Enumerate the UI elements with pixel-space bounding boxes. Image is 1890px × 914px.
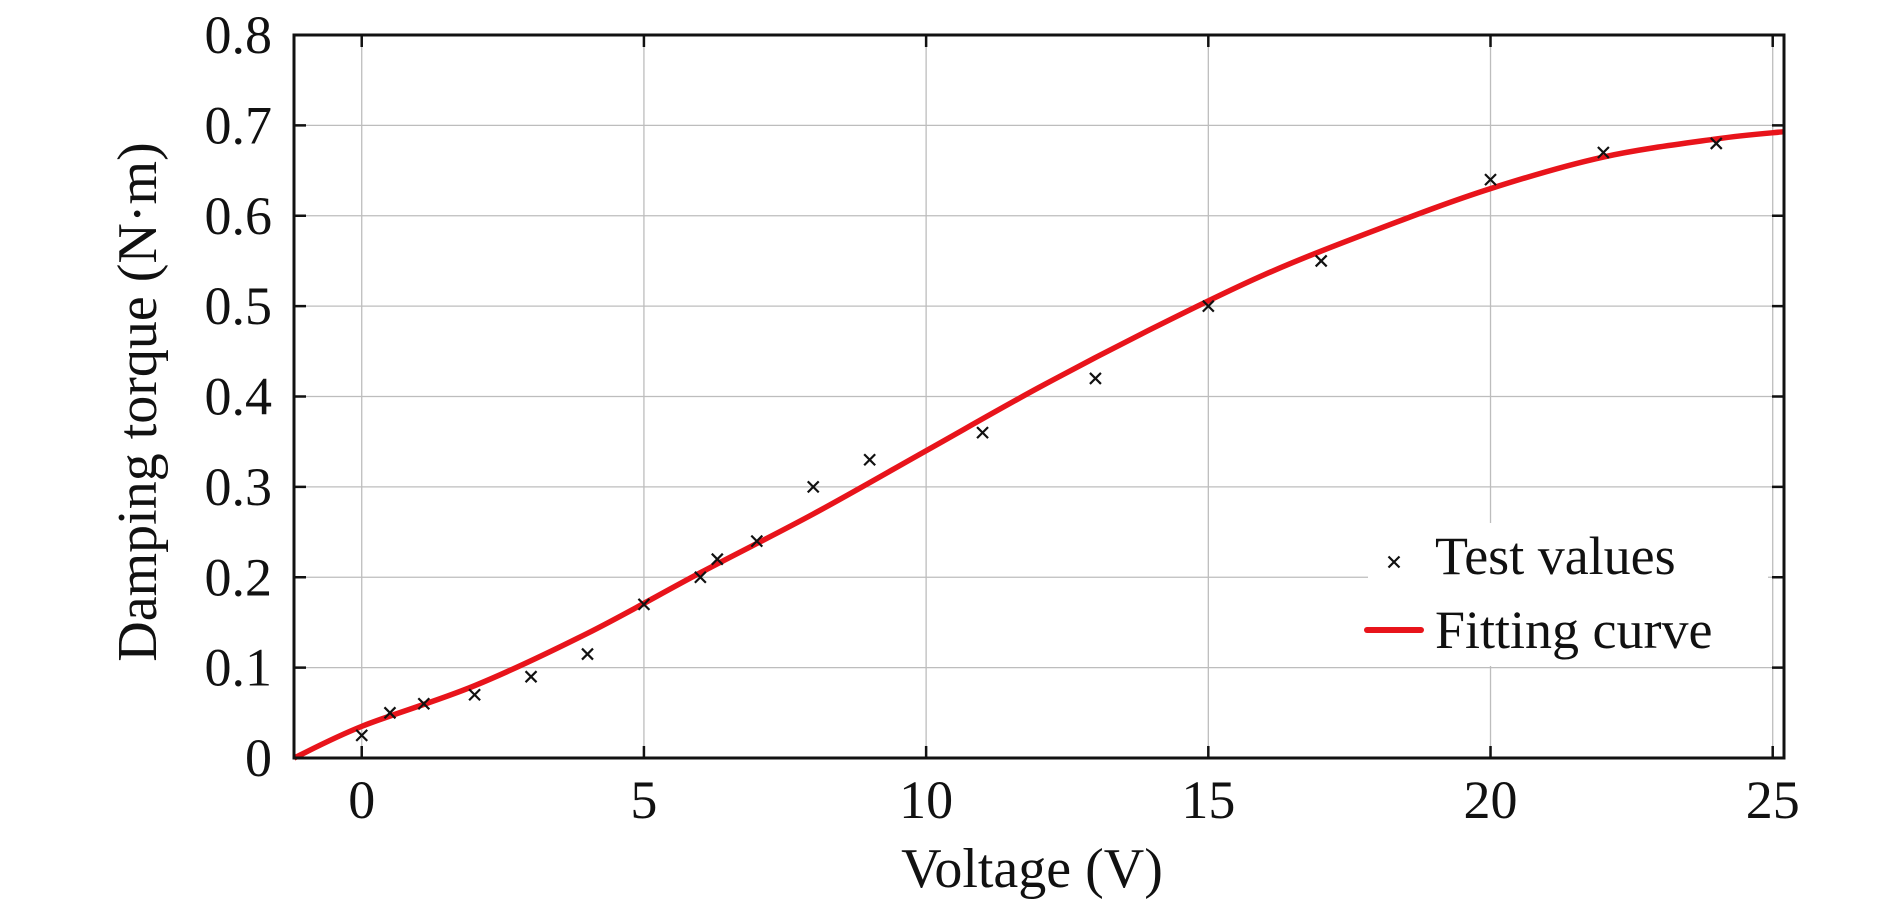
x-tick-label: 15	[1181, 770, 1235, 830]
test-value-marker	[750, 534, 764, 548]
x-tick-label: 5	[630, 770, 657, 830]
plot-series	[292, 128, 1785, 761]
y-tick-label: 0.2	[205, 547, 273, 607]
y-tick-label: 0.6	[205, 186, 273, 246]
test-value-marker	[806, 480, 820, 494]
test-value-marker	[1597, 146, 1610, 159]
x-tick-label: 20	[1464, 770, 1518, 830]
test-value-marker	[1314, 254, 1328, 268]
test-value-marker	[863, 453, 876, 467]
test-value-marker	[468, 688, 481, 702]
x-axis-title: Voltage (V)	[901, 838, 1163, 900]
test-value-marker	[976, 426, 989, 439]
fitting-curve-line	[292, 128, 1785, 761]
legend-background	[1368, 523, 1768, 666]
y-tick-label: 0.3	[205, 457, 273, 517]
axes: 0 5 10 15 20 25 0 0.1 0.2 0.3 0.4 0.5 0.6 0.7 0.8	[205, 5, 1800, 830]
test-value-marker	[711, 552, 724, 566]
test-value-marker	[1484, 173, 1497, 186]
legend: Test values Fitting curve	[1364, 523, 1768, 666]
y-tick-label: 0.5	[205, 276, 273, 336]
test-value-marker	[1089, 372, 1102, 385]
test-value-marker	[581, 647, 594, 661]
test-value-marker	[637, 598, 651, 611]
y-axis-title: Damping torque (N·m)	[107, 142, 169, 661]
test-value-marker	[1202, 299, 1215, 313]
x-tick-label: 25	[1746, 770, 1800, 830]
test-value-marker	[1709, 137, 1723, 150]
test-value-marker	[524, 670, 538, 683]
legend-test-values-marker	[1387, 555, 1401, 569]
legend-fitting-curve-label: Fitting curve	[1435, 600, 1712, 660]
test-value-marker	[694, 570, 707, 584]
x-tick-label: 10	[899, 770, 953, 830]
test-value-marker	[383, 706, 397, 720]
test-value-marker	[355, 729, 369, 742]
legend-test-values-label: Test values	[1435, 526, 1676, 586]
y-tick-label: 0.1	[205, 638, 273, 698]
test-value-marker	[417, 697, 431, 711]
x-tick-label: 0	[348, 770, 375, 830]
y-tick-label: 0.4	[205, 367, 273, 427]
legend-x-marker	[1387, 555, 1401, 569]
y-tick-label: 0	[245, 728, 272, 788]
y-tick-label: 0.8	[205, 5, 273, 65]
y-tick-label: 0.7	[205, 95, 273, 155]
